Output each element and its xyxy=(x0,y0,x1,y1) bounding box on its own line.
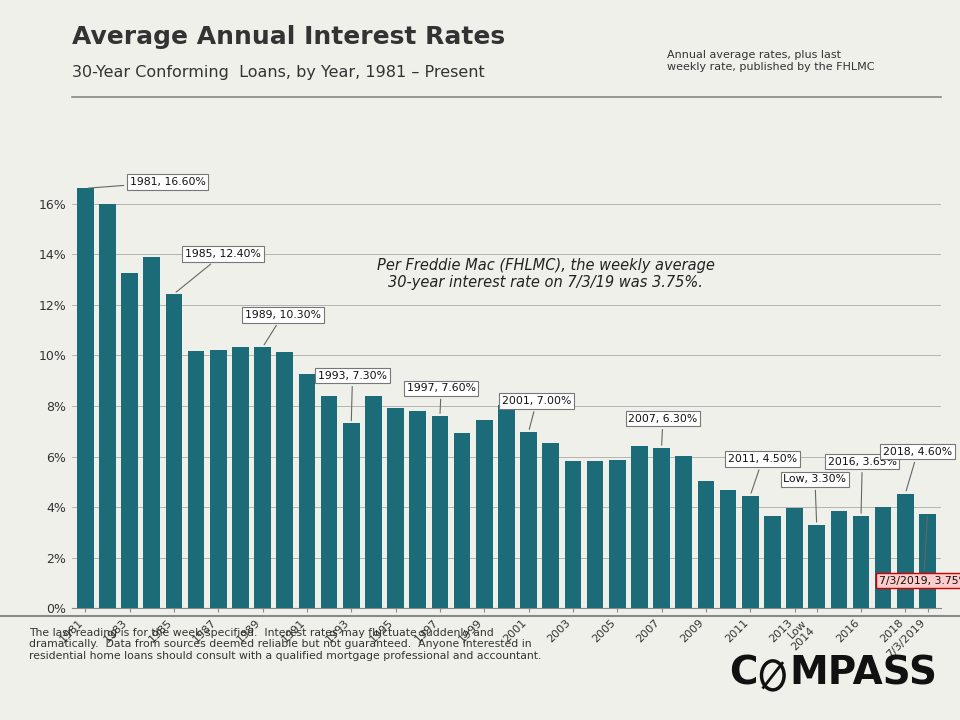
Bar xyxy=(99,204,116,608)
Bar xyxy=(897,493,914,608)
Bar xyxy=(919,513,936,608)
Bar xyxy=(498,405,515,608)
Text: The last reading is for the week specified.  Interest rates may fluctuate sudden: The last reading is for the week specifi… xyxy=(29,628,541,661)
Bar xyxy=(77,189,94,608)
Bar xyxy=(299,374,315,608)
Text: 1985, 12.40%: 1985, 12.40% xyxy=(176,249,261,292)
Text: 1981, 16.60%: 1981, 16.60% xyxy=(88,177,205,188)
Text: MPASS: MPASS xyxy=(789,654,937,692)
Bar xyxy=(454,433,470,608)
Text: 1989, 10.30%: 1989, 10.30% xyxy=(245,310,321,345)
Bar xyxy=(188,351,204,608)
Bar xyxy=(786,508,803,608)
Bar xyxy=(210,350,227,608)
Text: 2011, 4.50%: 2011, 4.50% xyxy=(728,454,797,493)
Bar xyxy=(542,443,559,608)
Text: Average Annual Interest Rates: Average Annual Interest Rates xyxy=(72,25,505,49)
Bar xyxy=(852,516,870,608)
Text: 2016, 3.65%: 2016, 3.65% xyxy=(828,456,897,513)
Text: 30-Year Conforming  Loans, by Year, 1981 – Present: 30-Year Conforming Loans, by Year, 1981 … xyxy=(72,65,485,80)
Bar xyxy=(432,416,448,608)
Text: 1997, 7.60%: 1997, 7.60% xyxy=(407,383,475,413)
Bar xyxy=(321,396,337,608)
Text: 2007, 6.30%: 2007, 6.30% xyxy=(628,413,698,445)
Bar xyxy=(276,352,293,608)
Bar xyxy=(609,460,626,608)
Text: 1993, 7.30%: 1993, 7.30% xyxy=(318,371,387,420)
Bar xyxy=(631,446,648,608)
Bar xyxy=(720,490,736,608)
Bar xyxy=(476,420,492,608)
Bar xyxy=(343,423,360,608)
Text: 7/3/2019, 3.75%: 7/3/2019, 3.75% xyxy=(878,516,960,585)
Bar xyxy=(121,274,138,608)
Bar xyxy=(520,432,537,608)
Text: Annual average rates, plus last
weekly rate, published by the FHLMC: Annual average rates, plus last weekly r… xyxy=(667,50,875,72)
Bar xyxy=(143,258,160,608)
Bar xyxy=(830,511,847,608)
Bar xyxy=(808,525,825,608)
Bar xyxy=(698,481,714,608)
Bar xyxy=(387,408,404,608)
Bar xyxy=(587,461,604,608)
Text: 2018, 4.60%: 2018, 4.60% xyxy=(883,446,952,491)
Bar xyxy=(254,347,271,608)
Text: Per Freddie Mac (FHLMC), the weekly average
30-year interest rate on 7/3/19 was : Per Freddie Mac (FHLMC), the weekly aver… xyxy=(376,258,714,290)
Bar xyxy=(764,516,780,608)
Bar xyxy=(232,347,249,608)
Text: 2001, 7.00%: 2001, 7.00% xyxy=(502,396,571,429)
Bar xyxy=(653,448,670,608)
Bar xyxy=(742,496,758,608)
Bar xyxy=(875,508,892,608)
Bar xyxy=(409,411,426,608)
Text: C: C xyxy=(730,654,758,692)
Bar xyxy=(166,294,182,608)
Bar xyxy=(564,461,581,608)
Bar xyxy=(676,456,692,608)
Bar xyxy=(365,397,382,608)
Text: Low, 3.30%: Low, 3.30% xyxy=(783,474,847,522)
